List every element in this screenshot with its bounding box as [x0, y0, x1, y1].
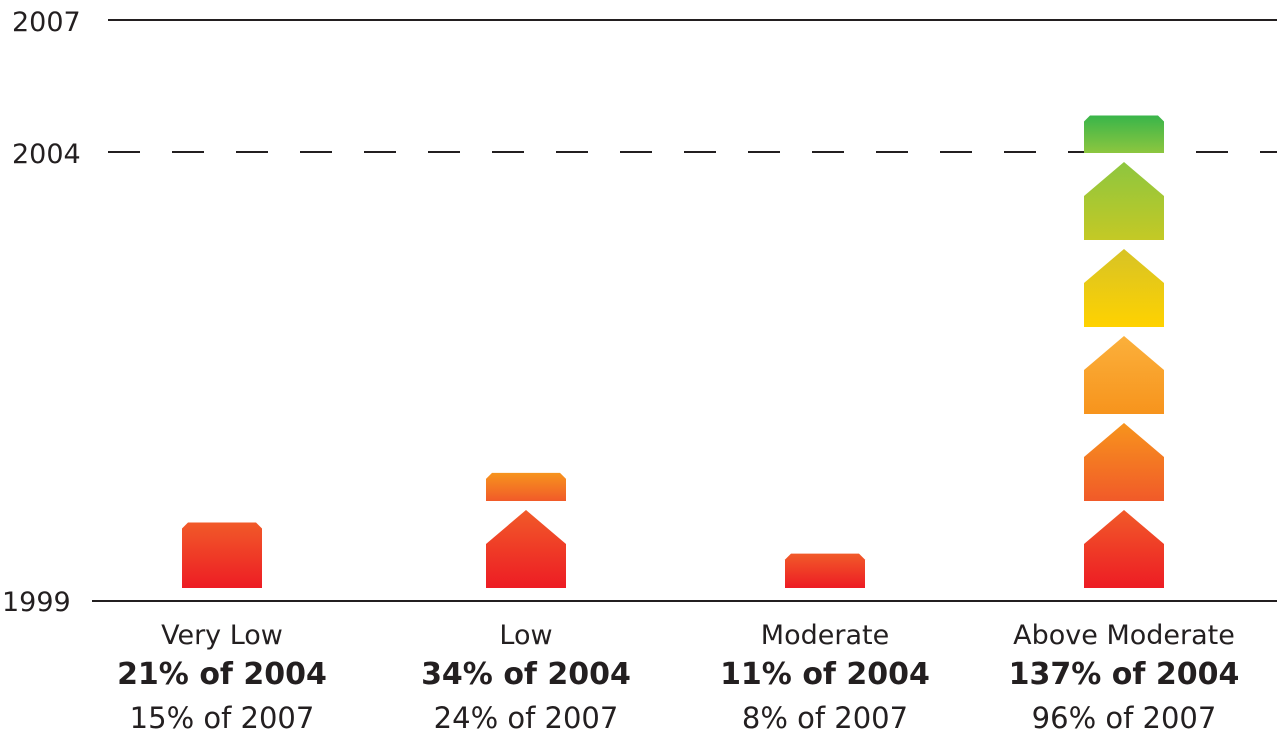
category-pct-2007: 8% of 2007	[741, 701, 909, 735]
house-mark	[1084, 423, 1164, 501]
house-mark	[1084, 249, 1164, 327]
house-mark	[486, 510, 566, 588]
partial-house-mark	[182, 522, 262, 588]
category-pct-2007: 24% of 2007	[433, 701, 619, 735]
category-pct-2004: 137% of 2004	[1008, 657, 1240, 692]
partial-house-mark	[1084, 115, 1164, 153]
category-label-moderate: Moderate 11% of 2004 8% of 2007	[695, 622, 955, 733]
category-name: Above Moderate	[1013, 620, 1235, 651]
label-2004: 2004	[12, 139, 81, 170]
category-pct-2004: 11% of 2004	[720, 657, 930, 692]
house-mark	[1084, 510, 1164, 588]
category-label-low: Low 34% of 2004 24% of 2007	[396, 622, 656, 733]
category-label-very-low: Very Low 21% of 2004 15% of 2007	[92, 622, 352, 733]
category-name: Very Low	[161, 620, 283, 651]
house-mark	[1084, 336, 1164, 414]
label-1999: 1999	[2, 587, 71, 618]
partial-house-mark	[785, 553, 865, 588]
category-name: Low	[499, 620, 553, 651]
partial-house-mark	[486, 472, 566, 501]
category-pct-2004: 34% of 2004	[421, 657, 631, 692]
category-label-above-moderate: Above Moderate 137% of 2004 96% of 2007	[994, 622, 1254, 733]
category-name: Moderate	[760, 620, 890, 651]
category-pct-2007: 15% of 2007	[129, 701, 315, 735]
category-pct-2004: 21% of 2004	[117, 657, 327, 692]
house-mark	[1084, 162, 1164, 240]
category-pct-2007: 96% of 2007	[1031, 701, 1217, 735]
label-2007: 2007	[12, 7, 81, 38]
